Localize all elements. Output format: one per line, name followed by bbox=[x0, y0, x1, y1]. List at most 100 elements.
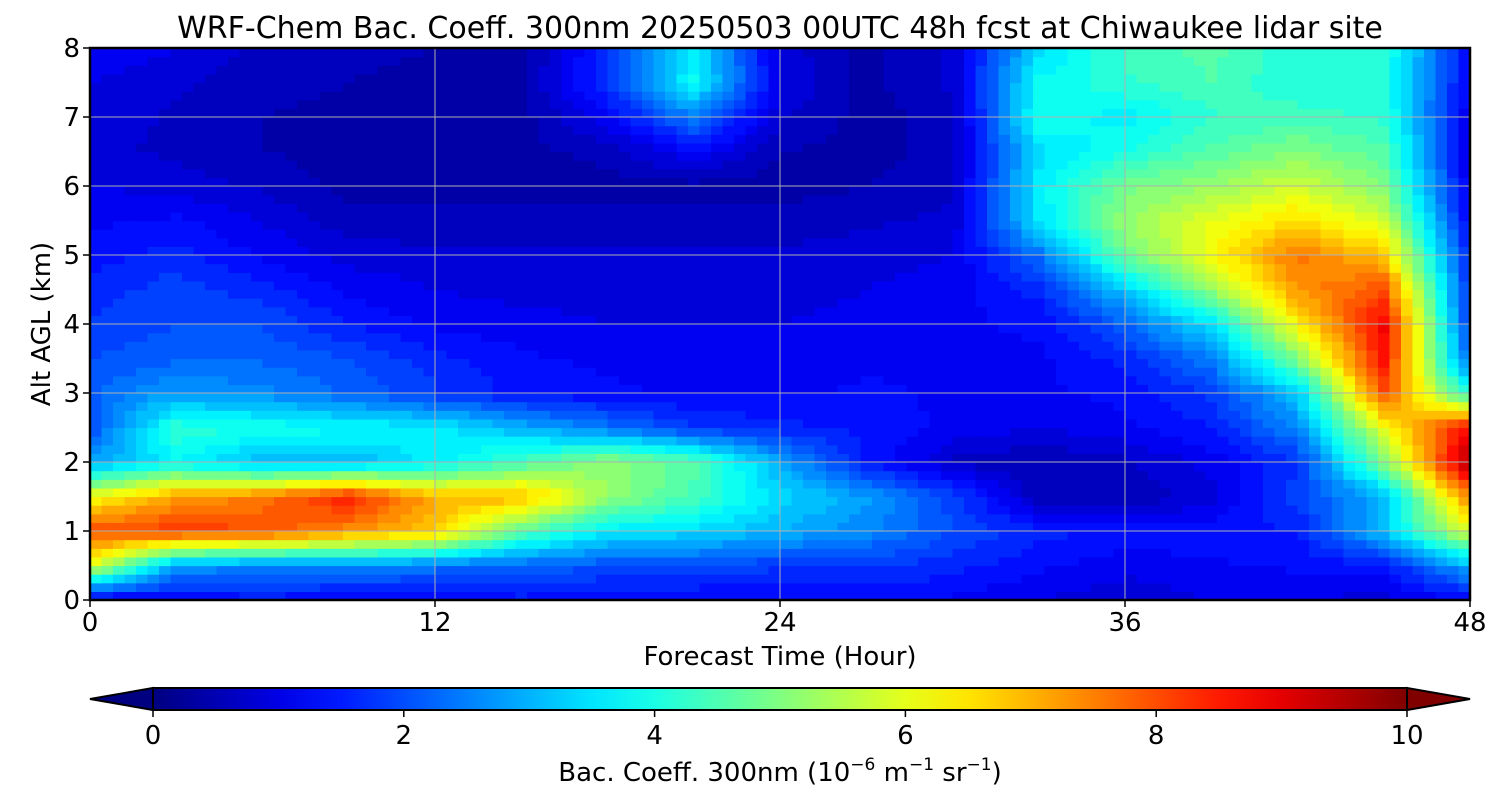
heatmap-cell bbox=[1021, 444, 1034, 454]
heatmap-cell bbox=[1343, 263, 1356, 273]
heatmap-cell bbox=[584, 255, 597, 265]
heatmap-cell bbox=[538, 470, 551, 480]
heatmap-cell bbox=[860, 246, 873, 256]
heatmap-cell bbox=[1389, 306, 1402, 316]
heatmap-cell bbox=[170, 505, 183, 515]
heatmap-cell bbox=[1182, 574, 1195, 584]
heatmap-cell bbox=[343, 289, 356, 299]
heatmap-cell bbox=[906, 513, 919, 523]
heatmap-cell bbox=[1228, 470, 1241, 480]
heatmap-cell bbox=[849, 255, 862, 265]
heatmap-cell bbox=[400, 444, 413, 454]
heatmap-cell bbox=[492, 444, 505, 454]
heatmap-cell bbox=[1067, 436, 1080, 446]
heatmap-cell bbox=[1090, 358, 1103, 368]
heatmap-cell bbox=[699, 591, 712, 600]
heatmap-cell bbox=[1458, 418, 1470, 429]
heatmap-cell bbox=[320, 513, 333, 523]
heatmap-cell bbox=[492, 513, 505, 523]
heatmap-cell bbox=[630, 591, 643, 600]
heatmap-cell bbox=[1309, 548, 1322, 558]
heatmap-cell bbox=[297, 280, 310, 291]
heatmap-cell bbox=[975, 358, 988, 368]
heatmap-cell bbox=[1217, 349, 1230, 360]
heatmap-cell bbox=[446, 453, 459, 463]
heatmap-cell bbox=[435, 349, 448, 360]
heatmap-cell bbox=[780, 332, 793, 342]
heatmap-cell bbox=[400, 505, 413, 515]
heatmap-cell bbox=[734, 565, 747, 575]
heatmap-cell bbox=[297, 479, 310, 489]
heatmap-cell bbox=[630, 367, 643, 377]
heatmap-cell bbox=[768, 280, 781, 291]
heatmap-cell bbox=[1033, 349, 1046, 360]
heatmap-cell bbox=[929, 505, 942, 515]
heatmap-cell bbox=[791, 341, 804, 351]
heatmap-cell bbox=[1194, 324, 1207, 334]
heatmap-cell bbox=[1159, 427, 1172, 437]
heatmap-cell bbox=[849, 280, 862, 291]
heatmap-cell bbox=[492, 237, 505, 247]
heatmap-cell bbox=[918, 453, 931, 463]
heatmap-cell bbox=[929, 436, 942, 446]
heatmap-cell bbox=[182, 591, 195, 600]
heatmap-cell bbox=[481, 582, 494, 592]
heatmap-cell bbox=[688, 237, 701, 247]
heatmap-cell bbox=[1090, 444, 1103, 454]
heatmap-cell bbox=[297, 341, 310, 351]
heatmap-cell bbox=[814, 315, 827, 325]
heatmap-cell bbox=[377, 582, 390, 592]
heatmap-cell bbox=[400, 565, 413, 575]
heatmap-cell bbox=[1251, 496, 1264, 506]
heatmap-cell bbox=[216, 246, 229, 256]
heatmap-cell bbox=[159, 349, 172, 360]
heatmap-cell bbox=[1424, 358, 1437, 368]
heatmap-cell bbox=[1194, 548, 1207, 558]
heatmap-cell bbox=[1159, 591, 1172, 600]
heatmap-cell bbox=[1090, 255, 1103, 265]
heatmap-cell bbox=[515, 565, 528, 575]
heatmap-cell bbox=[308, 582, 321, 592]
heatmap-cell bbox=[527, 410, 540, 420]
heatmap-cell bbox=[527, 556, 540, 567]
heatmap-cell bbox=[734, 444, 747, 454]
heatmap-cell bbox=[768, 513, 781, 523]
heatmap-cell bbox=[170, 453, 183, 463]
heatmap-cell bbox=[458, 470, 471, 480]
heatmap-cell bbox=[1447, 470, 1460, 480]
heatmap-cell bbox=[1079, 332, 1092, 342]
heatmap-cell bbox=[814, 444, 827, 454]
heatmap-cell bbox=[1320, 522, 1333, 532]
heatmap-cell bbox=[1125, 324, 1138, 334]
heatmap-cell bbox=[147, 315, 160, 325]
heatmap-cell bbox=[906, 272, 919, 282]
heatmap-cell bbox=[331, 531, 344, 541]
heatmap-cell bbox=[90, 444, 103, 454]
heatmap-cell bbox=[826, 487, 839, 498]
heatmap-cell bbox=[1424, 539, 1437, 549]
heatmap-cell bbox=[757, 324, 770, 334]
heatmap-cell bbox=[1309, 410, 1322, 420]
heatmap-cell bbox=[1056, 367, 1069, 377]
heatmap-cell bbox=[239, 410, 252, 420]
heatmap-cell bbox=[814, 531, 827, 541]
heatmap-cell bbox=[1205, 496, 1218, 506]
heatmap-cell bbox=[584, 505, 597, 515]
heatmap-cell bbox=[1067, 496, 1080, 506]
heatmap-cell bbox=[619, 453, 632, 463]
heatmap-cell bbox=[435, 298, 448, 308]
heatmap-cell bbox=[550, 531, 563, 541]
heatmap-cell bbox=[688, 470, 701, 480]
heatmap-cell bbox=[515, 531, 528, 541]
heatmap-cell bbox=[596, 384, 609, 394]
heatmap-cell bbox=[872, 496, 885, 506]
heatmap-cell bbox=[1286, 444, 1299, 454]
heatmap-cell bbox=[826, 393, 839, 403]
heatmap-cell bbox=[653, 548, 666, 558]
heatmap-cell bbox=[354, 556, 367, 567]
heatmap-cell bbox=[918, 548, 931, 558]
heatmap-cell bbox=[630, 427, 643, 437]
heatmap-cell bbox=[653, 324, 666, 334]
heatmap-cell bbox=[849, 462, 862, 472]
heatmap-cell bbox=[1412, 418, 1425, 429]
